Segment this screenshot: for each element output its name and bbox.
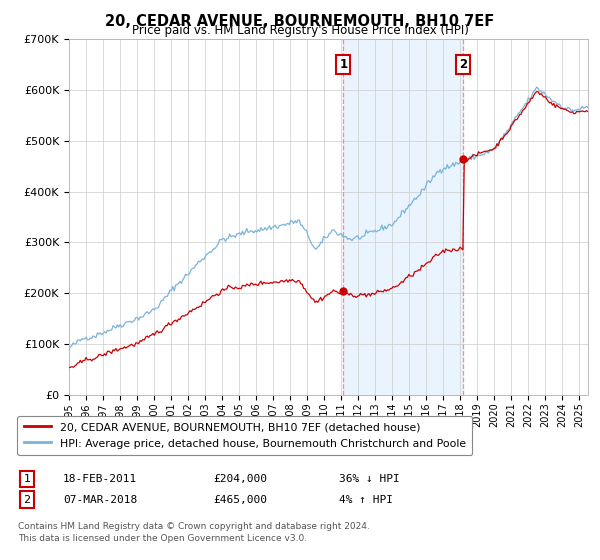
- Text: £465,000: £465,000: [213, 494, 267, 505]
- Text: £204,000: £204,000: [213, 474, 267, 484]
- Text: Price paid vs. HM Land Registry's House Price Index (HPI): Price paid vs. HM Land Registry's House …: [131, 24, 469, 37]
- Text: 1: 1: [339, 58, 347, 71]
- Text: 1: 1: [23, 474, 31, 484]
- Text: 07-MAR-2018: 07-MAR-2018: [63, 494, 137, 505]
- Text: 4% ↑ HPI: 4% ↑ HPI: [339, 494, 393, 505]
- Text: Contains HM Land Registry data © Crown copyright and database right 2024.
This d: Contains HM Land Registry data © Crown c…: [18, 522, 370, 543]
- Text: 2: 2: [23, 494, 31, 505]
- Text: 2: 2: [460, 58, 467, 71]
- Text: 20, CEDAR AVENUE, BOURNEMOUTH, BH10 7EF: 20, CEDAR AVENUE, BOURNEMOUTH, BH10 7EF: [106, 14, 494, 29]
- Legend: 20, CEDAR AVENUE, BOURNEMOUTH, BH10 7EF (detached house), HPI: Average price, de: 20, CEDAR AVENUE, BOURNEMOUTH, BH10 7EF …: [17, 416, 472, 455]
- Text: 18-FEB-2011: 18-FEB-2011: [63, 474, 137, 484]
- Text: 36% ↓ HPI: 36% ↓ HPI: [339, 474, 400, 484]
- Bar: [343, 39, 463, 395]
